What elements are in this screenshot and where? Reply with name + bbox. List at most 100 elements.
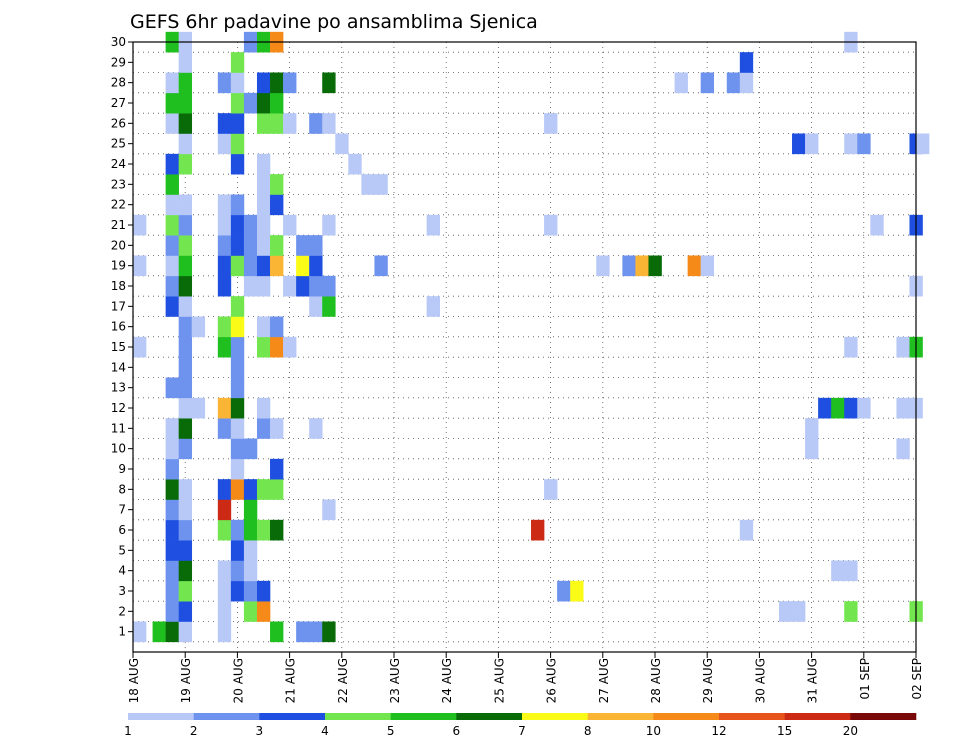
- precip-cell: [270, 113, 284, 134]
- precip-cell: [831, 397, 845, 419]
- precip-cell: [178, 479, 193, 500]
- precip-cell: [844, 601, 858, 622]
- precip-cell: [165, 418, 179, 439]
- colorbar-label: 8: [584, 724, 592, 738]
- precip-cell: [165, 479, 179, 500]
- precip-cell: [256, 235, 271, 256]
- precip-cell: [230, 580, 245, 602]
- precip-cell: [133, 336, 147, 358]
- precip-cell: [256, 336, 271, 358]
- precip-cell: [230, 194, 245, 216]
- precip-cell: [270, 316, 284, 338]
- precip-cell: [256, 153, 271, 175]
- precip-cell: [178, 540, 193, 561]
- precip-cell: [165, 153, 179, 175]
- precip-cell: [270, 621, 284, 643]
- precip-cell: [700, 255, 715, 277]
- precip-cell: [230, 397, 245, 419]
- precip-cell: [256, 92, 271, 114]
- precip-cell: [178, 499, 193, 521]
- precip-cell: [805, 133, 819, 155]
- precip-cell: [270, 194, 284, 216]
- x-tick-label: 25 AUG: [492, 658, 506, 703]
- precip-cell: [178, 133, 193, 155]
- precip-cell: [243, 92, 258, 114]
- precip-cell: [270, 235, 284, 256]
- x-axis: 18 AUG 19 AUG 20 AUG 21 AUG 22 AUG 23 AUG 24 A…: [127, 652, 924, 703]
- precip-cell: [230, 438, 245, 460]
- y-tick-label: 1: [118, 625, 126, 639]
- precip-cell: [165, 72, 179, 94]
- precip-cell: [133, 255, 147, 277]
- y-tick-label: 26: [111, 116, 126, 130]
- x-tick-label: 02 SEP: [910, 658, 924, 700]
- precip-cell: [230, 214, 245, 236]
- precip-cell: [178, 357, 193, 378]
- y-tick-label: 2: [118, 604, 126, 618]
- x-tick-label: 31 AUG: [806, 658, 820, 703]
- precip-cell: [178, 235, 193, 256]
- colorbar-legend: 1 2 3 4 5 6 7 8 10 12 15 20: [124, 713, 917, 738]
- precip-cell: [230, 540, 245, 561]
- precip-cell: [165, 377, 179, 399]
- precip-cell: [165, 194, 179, 216]
- precip-cell: [230, 377, 245, 399]
- precip-cell: [557, 580, 571, 602]
- y-tick-label: 11: [111, 421, 126, 435]
- colorbar-label: 1: [124, 724, 132, 738]
- precip-cell: [322, 296, 336, 317]
- precip-cell: [256, 275, 271, 297]
- precip-cell: [230, 479, 245, 500]
- precip-cell: [283, 275, 297, 297]
- precip-cell: [178, 621, 193, 643]
- precip-cell: [243, 499, 258, 521]
- precip-cell: [792, 601, 806, 622]
- colorbar-label: 6: [453, 724, 461, 738]
- x-tick-label: 21 AUG: [284, 658, 298, 703]
- y-tick-label: 6: [118, 523, 126, 537]
- colorbar-swatch: [587, 713, 654, 720]
- precip-cell: [165, 458, 179, 480]
- precip-cell: [165, 560, 179, 582]
- precip-cell: [256, 255, 271, 277]
- precip-cell: [243, 580, 258, 602]
- y-tick-label: 25: [111, 137, 126, 151]
- precip-cell: [374, 255, 388, 277]
- precip-cell: [243, 519, 258, 541]
- precip-cell: [256, 316, 271, 338]
- precip-cell: [178, 377, 193, 399]
- precip-cell: [296, 235, 310, 256]
- colorbar-label: 12: [711, 724, 726, 738]
- precip-cell: [230, 357, 245, 378]
- precip-cell: [256, 479, 271, 500]
- precip-cell: [283, 336, 297, 358]
- colorbar-swatch: [193, 713, 260, 720]
- colorbar-label: 15: [777, 724, 792, 738]
- precip-cell: [243, 255, 258, 277]
- precip-cell: [622, 255, 636, 277]
- precip-cell: [739, 519, 754, 541]
- precip-cell: [217, 397, 232, 419]
- x-tick-label: 27 AUG: [597, 658, 611, 703]
- y-tick-label: 7: [118, 503, 126, 517]
- precip-cell: [178, 397, 193, 419]
- precip-cell: [570, 580, 584, 602]
- precip-cell: [217, 499, 232, 521]
- precip-cell: [270, 479, 284, 500]
- precip-cell: [322, 499, 336, 521]
- precip-cell: [243, 235, 258, 256]
- y-tick-label: 21: [111, 218, 126, 232]
- precip-cell: [844, 397, 858, 419]
- precip-cell: [133, 621, 147, 643]
- precip-cell: [217, 72, 232, 94]
- precip-cell: [700, 72, 715, 94]
- x-tick-label: 20 AUG: [231, 658, 245, 703]
- precip-cell: [230, 72, 245, 94]
- precip-cell: [283, 214, 297, 236]
- precip-cell: [178, 296, 193, 317]
- precip-cell: [230, 458, 245, 480]
- precip-cell: [165, 92, 179, 114]
- precip-cell: [256, 214, 271, 236]
- precip-cell: [296, 255, 310, 277]
- precip-cell: [165, 275, 179, 297]
